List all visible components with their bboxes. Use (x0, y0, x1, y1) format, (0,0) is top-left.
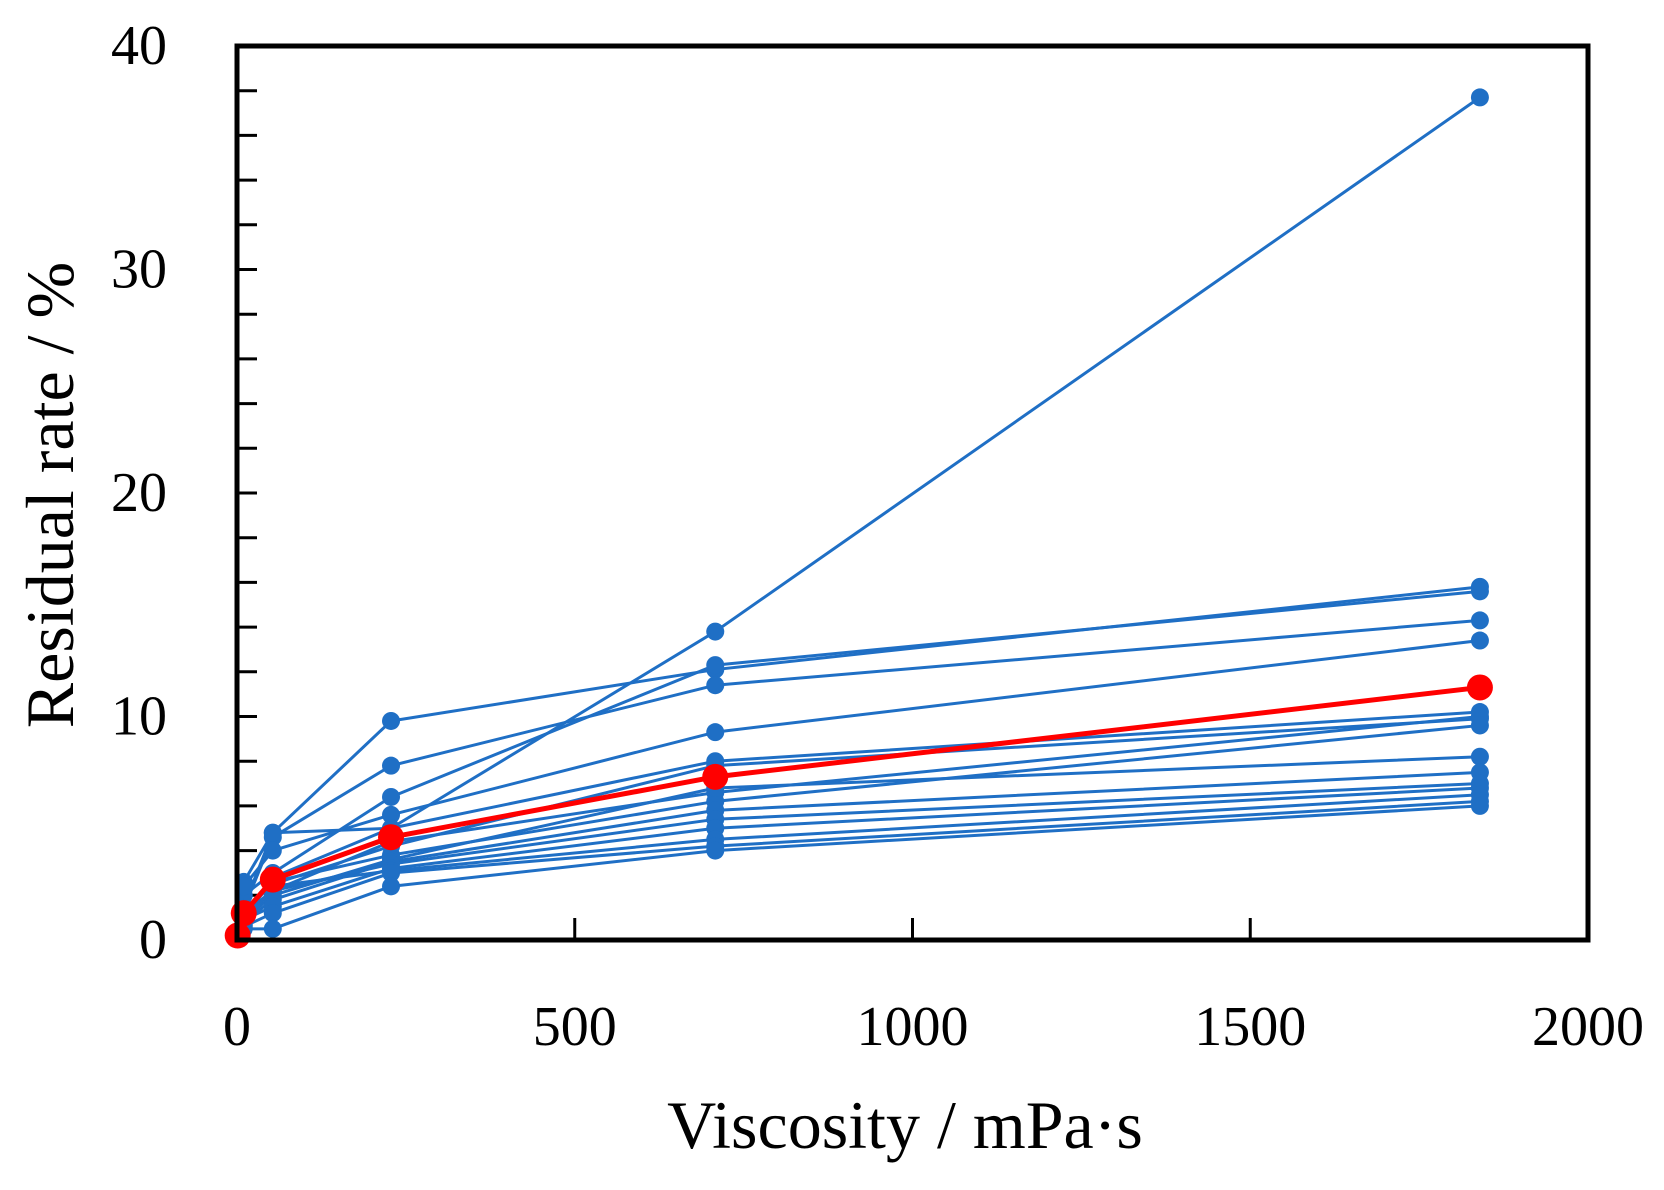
average-data-point (259, 866, 286, 893)
data-point (263, 919, 282, 938)
x-tick-labels: 0 500 1000 1500 2000 (223, 996, 1644, 1058)
y-minor-ticks (237, 89, 257, 897)
x-tick-label: 1500 (1194, 996, 1306, 1058)
series-line (228, 709, 1489, 945)
x-tick-label: 0 (223, 996, 251, 1058)
series-path (236, 710, 1481, 937)
data-point (382, 805, 401, 824)
y-tick-label: 10 (111, 686, 167, 748)
y-axis-label: Residual rate / % (12, 262, 88, 728)
series-line (228, 774, 1489, 945)
y-tick-labels: 0 10 20 30 40 (111, 15, 167, 971)
data-point (1470, 88, 1489, 107)
data-point (706, 723, 725, 742)
y-tick-label: 0 (139, 909, 167, 971)
data-point (1470, 716, 1489, 735)
average-data-point (1466, 674, 1493, 701)
data-point (263, 823, 282, 842)
data-point (1470, 631, 1489, 650)
data-point (263, 841, 282, 860)
data-point (706, 656, 725, 675)
average-data-point (378, 824, 405, 851)
data-point (382, 787, 401, 806)
series-layer (224, 88, 1493, 949)
data-point (382, 756, 401, 775)
x-tick-label: 2000 (1532, 996, 1644, 1058)
x-tick-label: 500 (533, 996, 617, 1058)
x-axis-label: Viscosity / mPa·s (667, 1087, 1143, 1163)
data-point (706, 622, 725, 641)
x-tick-label: 1000 (857, 996, 969, 1058)
data-point (1470, 582, 1489, 601)
plot-area-frame (234, 43, 1591, 943)
data-point (382, 863, 401, 882)
data-point (382, 877, 401, 896)
data-point (1470, 611, 1489, 630)
data-point (1470, 796, 1489, 815)
y-tick-label: 40 (111, 15, 167, 77)
data-point (263, 904, 282, 923)
y-tick-label: 20 (111, 462, 167, 524)
x-major-ticks (573, 918, 1252, 940)
series-path (236, 96, 1481, 936)
y-tick-label: 30 (111, 239, 167, 301)
data-point (706, 676, 725, 695)
data-point (382, 711, 401, 730)
series-path (236, 786, 1480, 937)
series-path (236, 715, 1481, 936)
series-line (228, 703, 1489, 945)
data-point (1470, 747, 1489, 766)
data-point (706, 841, 725, 860)
average-data-point (702, 763, 729, 790)
